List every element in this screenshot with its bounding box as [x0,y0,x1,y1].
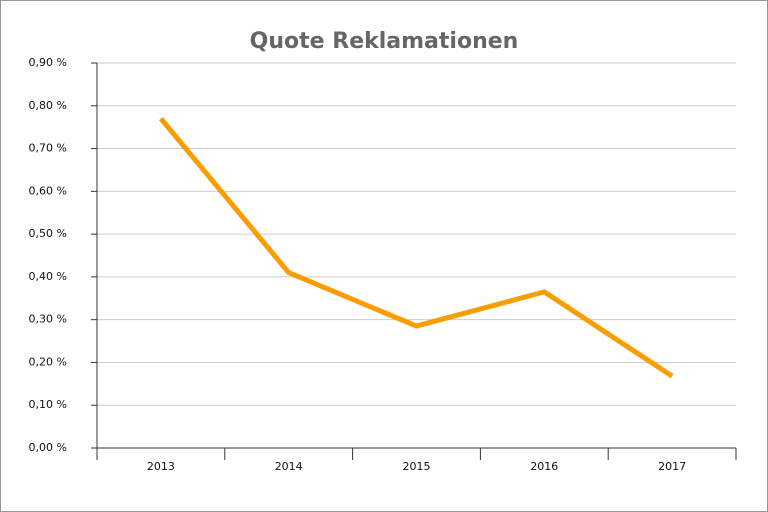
y-tick-label: 0,60 % [29,184,67,197]
y-tick-label: 0,50 % [29,227,67,240]
x-tick-label: 2014 [275,460,303,473]
y-tick-label: 0,90 % [29,56,67,69]
x-tick-label: 2016 [530,460,558,473]
y-tick-label: 0,10 % [29,398,67,411]
y-tick-label: 0,00 % [29,441,67,454]
x-tick-label: 2015 [403,460,431,473]
data-line [158,117,674,379]
y-tick-label: 0,40 % [29,270,67,283]
chart-title: Quote Reklamationen [250,29,519,54]
x-tick-label: 2013 [147,460,175,473]
y-tick-label: 0,70 % [29,142,67,155]
x-tick-label: 2017 [658,460,686,473]
y-tick-label: 0,80 % [29,99,67,112]
y-tick-label: 0,20 % [29,355,67,368]
y-tick-label: 0,30 % [29,313,67,326]
